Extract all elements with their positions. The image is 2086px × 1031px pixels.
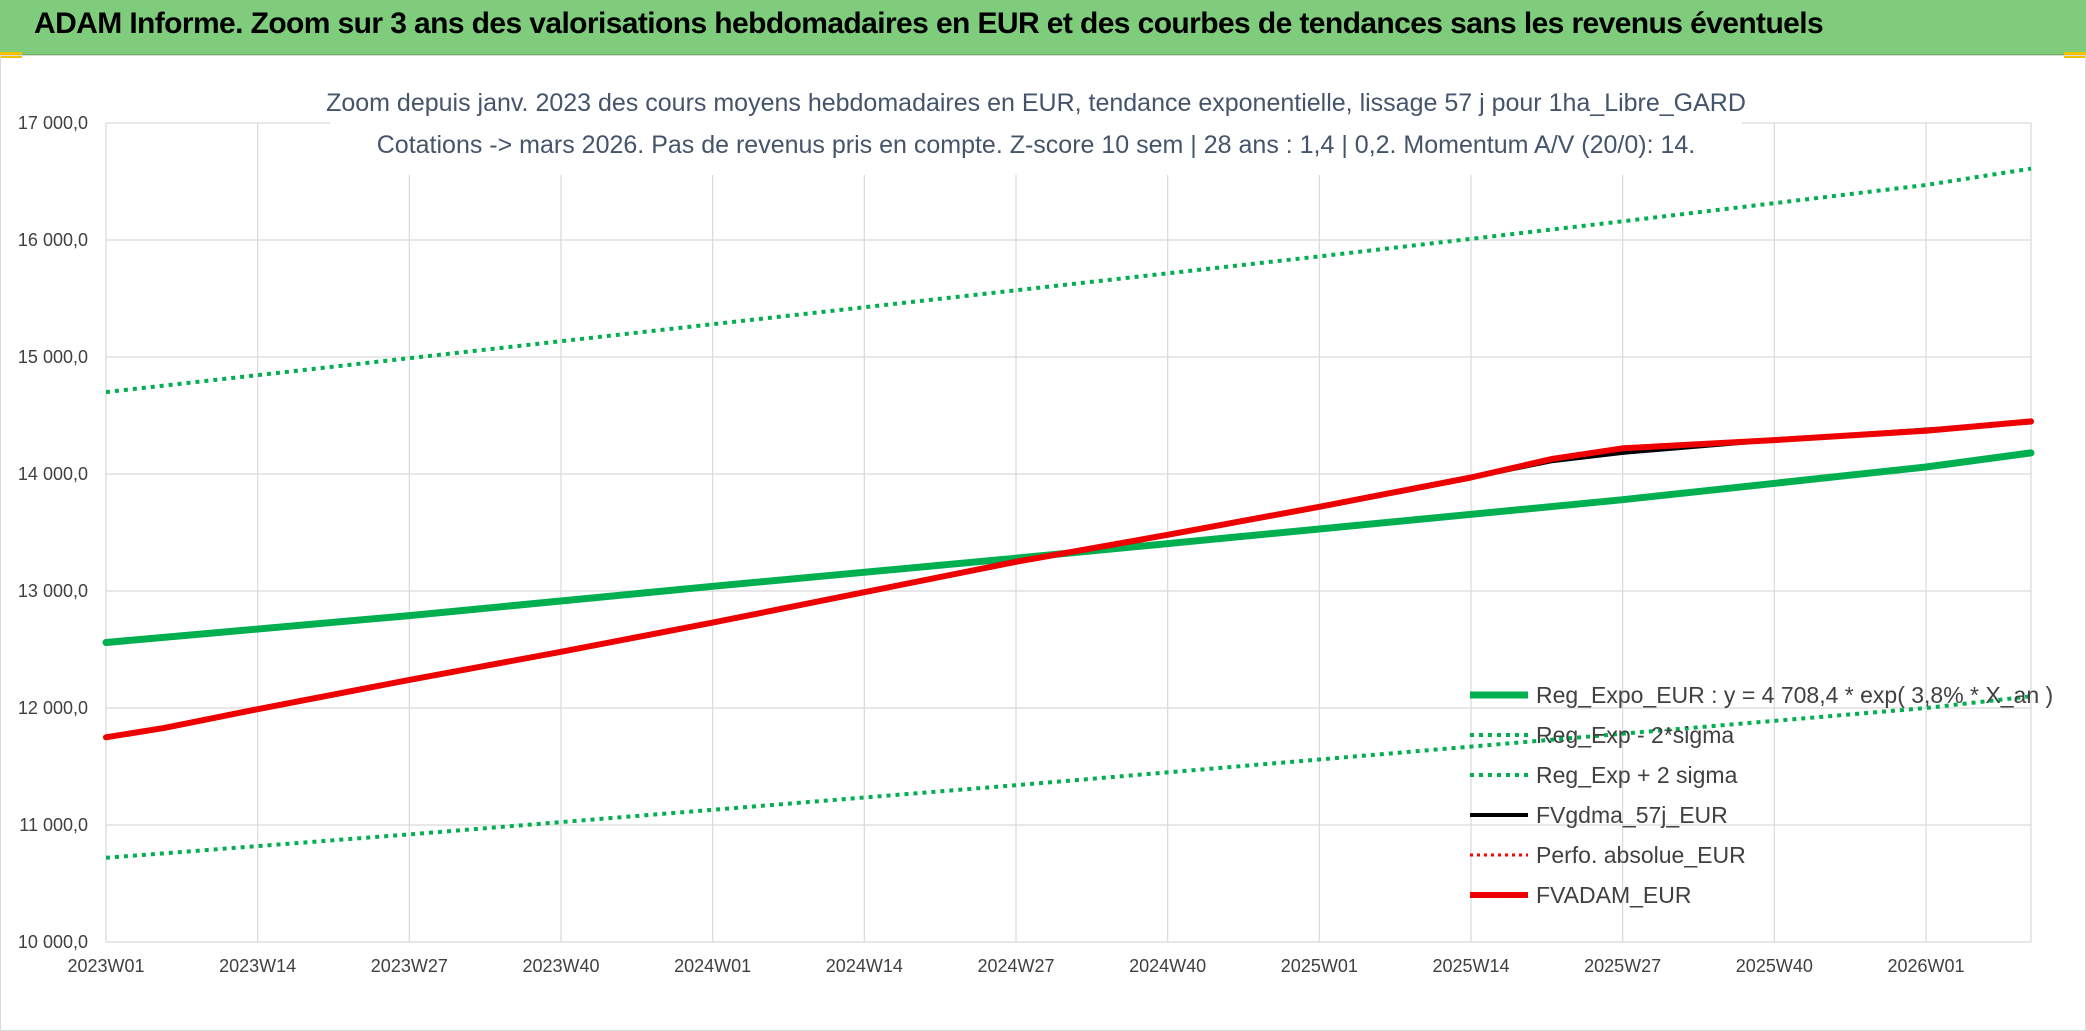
- x-tick-label: 2024W14: [826, 956, 903, 976]
- series-line-0: [102, 449, 2035, 646]
- series-line-5: [103, 418, 2034, 741]
- x-tick-label: 2025W40: [1736, 956, 1813, 976]
- x-tick-label: 2026W01: [1887, 956, 1964, 976]
- x-tick-label: 2024W01: [674, 956, 751, 976]
- legend-label: Reg_Exp + 2 sigma: [1536, 762, 1738, 788]
- chart-legend: Reg_Expo_EUR : y = 4 708,4 * exp( 3,8% *…: [1470, 682, 2053, 908]
- legend-label: Perfo. absolue_EUR: [1536, 842, 1746, 868]
- x-tick-label: 2024W27: [977, 956, 1054, 976]
- line-chart: 17 000,0 16 000,0 15 000,0 14 000,0 13 000,0…: [0, 55, 2086, 1031]
- x-tick-label: 2025W01: [1281, 956, 1358, 976]
- legend-label: FVADAM_EUR: [1536, 882, 1692, 908]
- legend-label: Reg_Exp - 2*sigma: [1536, 722, 1734, 748]
- y-tick-label: 11 000,0: [19, 815, 88, 835]
- y-tick-label: 15 000,0: [18, 347, 88, 367]
- x-tick-label: 2025W27: [1584, 956, 1661, 976]
- x-tick-label: 2023W27: [371, 956, 448, 976]
- series-layer: [102, 166, 2035, 860]
- banner-title: ADAM Informe. Zoom sur 3 ans des valoris…: [34, 7, 1824, 40]
- y-tick-label: 12 000,0: [18, 698, 88, 718]
- chart-title-line-1: Zoom depuis janv. 2023 des cours moyens …: [326, 89, 1746, 117]
- title-backdrop: [330, 83, 1742, 175]
- tick-layer: 17 000,0 16 000,0 15 000,0 14 000,0 13 000,0…: [18, 113, 1965, 976]
- x-tick-label: 2023W01: [67, 956, 144, 976]
- x-tick-label: 2023W14: [219, 956, 296, 976]
- x-tick-label: 2024W40: [1129, 956, 1206, 976]
- x-tick-label: 2023W40: [522, 956, 599, 976]
- chart-title-line-2: Cotations -> mars 2026. Pas de revenus p…: [377, 131, 1695, 159]
- report-banner: ADAM Informe. Zoom sur 3 ans des valoris…: [0, 0, 2086, 55]
- y-tick-label: 14 000,0: [18, 464, 88, 484]
- grid-layer: [105, 122, 2032, 943]
- y-tick-label: 16 000,0: [18, 230, 88, 250]
- series-line-2: [105, 166, 2032, 395]
- y-tick-label: 17 000,0: [18, 113, 88, 133]
- series-line-1: [105, 694, 2032, 860]
- x-tick-label: 2025W14: [1432, 956, 1509, 976]
- y-tick-label: 13 000,0: [18, 581, 88, 601]
- legend-label: Reg_Expo_EUR : y = 4 708,4 * exp( 3,8% *…: [1536, 682, 2053, 708]
- legend-label: FVgdma_57j_EUR: [1536, 802, 1728, 828]
- y-tick-label: 10 000,0: [18, 932, 88, 952]
